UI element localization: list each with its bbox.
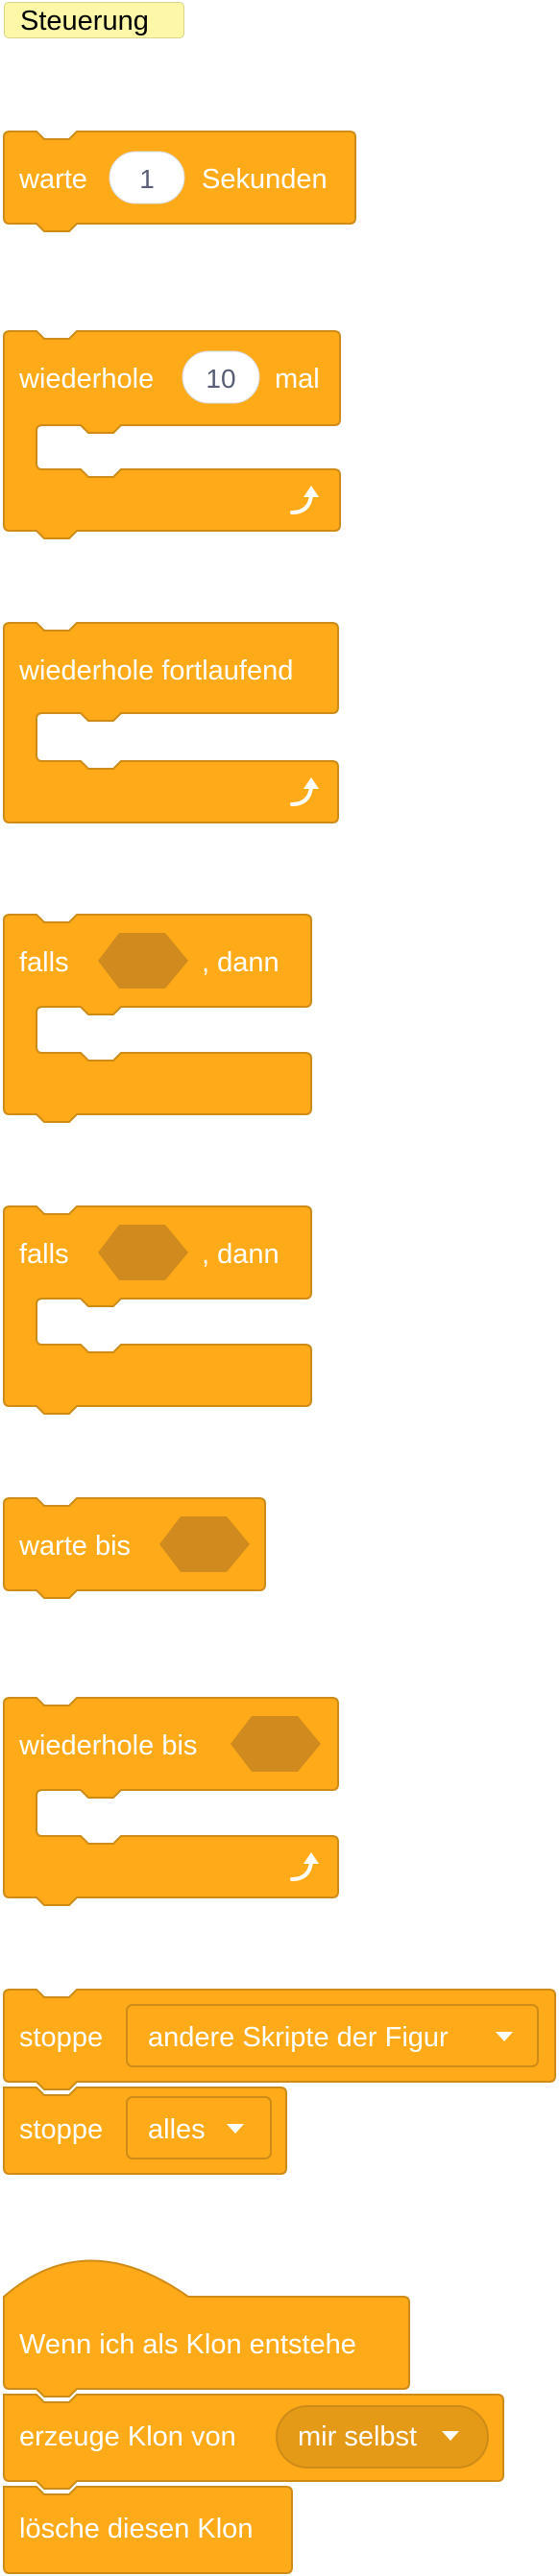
when-start-as-clone-block[interactable]: Wenn ich als Klon entstehe <box>3 2259 410 2397</box>
repeat-suffix-label: mal <box>275 364 320 394</box>
delete-clone-label: lösche diesen Klon <box>19 2514 253 2544</box>
rotate-arrow-icon <box>290 486 319 514</box>
delete-clone-block[interactable]: lösche diesen Klon <box>3 2486 293 2574</box>
if-condition-slot[interactable] <box>98 1225 188 1280</box>
clone-target-value: mir selbst <box>298 2421 417 2452</box>
wait-until-block[interactable]: warte bis <box>3 1497 266 1599</box>
stop-option-value: andere Skripte der Figur <box>148 2022 449 2053</box>
repeat-count-input-bg[interactable] <box>182 350 260 404</box>
caret-down-icon <box>442 2431 459 2441</box>
repeat-times-block[interactable]: wiederhole 10 mal <box>3 330 341 539</box>
stop-label: stoppe <box>19 2022 103 2053</box>
if-then-block-2[interactable]: falls , dann <box>3 1205 312 1415</box>
if-then-block[interactable]: falls , dann <box>3 914 312 1123</box>
create-clone-label: erzeuge Klon von <box>19 2421 236 2452</box>
when-clone-label: Wenn ich als Klon entstehe <box>19 2329 356 2360</box>
repeat-until-label: wiederhole bis <box>18 1730 197 1761</box>
repeat-count-input[interactable]: 10 <box>206 364 235 394</box>
caret-down-icon <box>227 2124 244 2134</box>
stop-option-value: alles <box>148 2114 206 2145</box>
repeat-prefix-label: wiederhole <box>18 364 154 394</box>
stop-label: stoppe <box>19 2114 103 2145</box>
forever-label: wiederhole fortlaufend <box>18 656 293 686</box>
if-condition-slot[interactable] <box>98 933 188 989</box>
create-clone-block[interactable]: erzeuge Klon von mir selbst <box>3 2394 504 2490</box>
if-prefix-label: falls <box>19 1239 69 1270</box>
wait-suffix-label: Sekunden <box>202 164 328 195</box>
stop-option-dropdown[interactable] <box>126 2096 272 2159</box>
rotate-arrow-icon <box>290 1852 319 1881</box>
wait-until-condition-slot[interactable] <box>159 1516 250 1572</box>
wait-seconds-block[interactable]: warte 1 Sekunden <box>3 131 356 232</box>
stop-all-block[interactable]: stoppe alles <box>3 2087 287 2175</box>
repeat-until-condition-slot[interactable] <box>231 1716 321 1772</box>
stop-option-dropdown[interactable] <box>126 2004 539 2067</box>
clone-target-dropdown[interactable] <box>276 2405 489 2469</box>
if-prefix-label: falls <box>19 947 69 978</box>
rotate-arrow-icon <box>290 777 319 806</box>
if-suffix-label: , dann <box>202 1239 280 1270</box>
forever-block[interactable]: wiederhole fortlaufend <box>3 622 339 823</box>
stop-other-scripts-block[interactable]: stoppe andere Skripte der Figur <box>3 1989 556 2090</box>
repeat-until-block[interactable]: wiederhole bis <box>3 1697 339 1906</box>
if-suffix-label: , dann <box>202 947 280 978</box>
category-label-steuerung[interactable]: Steuerung <box>4 2 184 38</box>
wait-prefix-label: warte <box>18 164 87 195</box>
caret-down-icon <box>496 2032 513 2041</box>
wait-until-label: warte bis <box>18 1531 131 1562</box>
wait-seconds-input-bg[interactable] <box>109 151 185 204</box>
wait-seconds-input[interactable]: 1 <box>139 164 155 194</box>
